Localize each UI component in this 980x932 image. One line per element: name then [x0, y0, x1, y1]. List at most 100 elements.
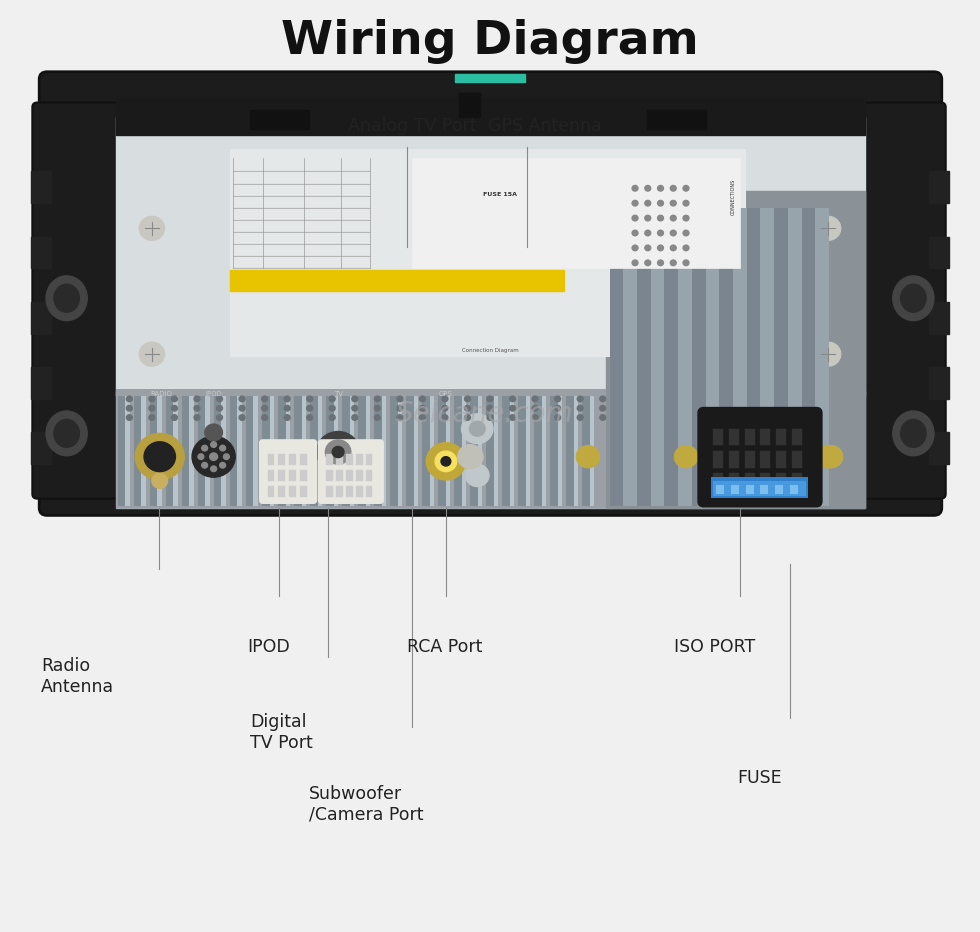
Bar: [268, 470, 274, 481]
Circle shape: [645, 230, 651, 236]
Bar: [310, 396, 318, 506]
Ellipse shape: [54, 419, 79, 447]
Circle shape: [307, 405, 313, 411]
Text: Radio
Antenna: Radio Antenna: [41, 657, 115, 696]
Circle shape: [465, 405, 470, 411]
Circle shape: [307, 415, 313, 420]
Bar: [116, 98, 865, 135]
Bar: [502, 396, 510, 506]
Circle shape: [670, 200, 676, 206]
Circle shape: [555, 396, 561, 402]
Bar: [760, 485, 768, 494]
Circle shape: [135, 433, 184, 480]
Bar: [31, 237, 51, 268]
Bar: [366, 470, 372, 481]
Circle shape: [284, 396, 290, 402]
Circle shape: [220, 445, 225, 451]
Bar: [462, 396, 466, 506]
Circle shape: [332, 446, 344, 458]
Circle shape: [126, 415, 132, 420]
Text: Analog TV Port: Analog TV Port: [348, 117, 476, 135]
Circle shape: [600, 396, 606, 402]
Bar: [745, 429, 755, 445]
Bar: [733, 208, 747, 506]
Bar: [31, 367, 51, 399]
Circle shape: [510, 405, 515, 411]
Bar: [525, 396, 530, 506]
Bar: [300, 454, 307, 465]
Bar: [745, 473, 755, 490]
Bar: [802, 208, 815, 506]
Circle shape: [211, 466, 217, 472]
Circle shape: [149, 396, 155, 402]
Text: FUSE 15A: FUSE 15A: [483, 192, 516, 197]
Bar: [774, 208, 788, 506]
Bar: [326, 454, 333, 465]
Bar: [326, 486, 333, 497]
Circle shape: [205, 424, 222, 441]
Bar: [760, 473, 770, 490]
Circle shape: [683, 260, 689, 266]
Circle shape: [442, 405, 448, 411]
Circle shape: [419, 396, 425, 402]
Circle shape: [194, 405, 200, 411]
Ellipse shape: [46, 411, 87, 456]
Bar: [678, 208, 692, 506]
Bar: [346, 470, 353, 481]
Text: ISO PORT: ISO PORT: [674, 638, 756, 656]
Circle shape: [419, 405, 425, 411]
Bar: [373, 396, 381, 506]
Bar: [150, 396, 158, 506]
Bar: [455, 74, 525, 82]
Bar: [573, 396, 578, 506]
Bar: [406, 396, 414, 506]
Circle shape: [658, 245, 663, 251]
Circle shape: [211, 442, 217, 447]
Bar: [606, 191, 865, 508]
Circle shape: [317, 432, 360, 473]
Text: Connection Diagram: Connection Diagram: [462, 349, 518, 353]
Bar: [116, 391, 865, 508]
Bar: [664, 208, 678, 506]
Circle shape: [670, 215, 676, 221]
Bar: [390, 396, 398, 506]
FancyBboxPatch shape: [32, 103, 130, 499]
Text: IPOD: IPOD: [247, 638, 290, 656]
Bar: [230, 270, 564, 291]
Circle shape: [220, 462, 225, 468]
Bar: [336, 470, 343, 481]
Bar: [412, 158, 740, 268]
Bar: [542, 396, 546, 506]
Circle shape: [172, 405, 177, 411]
Circle shape: [577, 415, 583, 420]
Bar: [166, 396, 173, 506]
Bar: [790, 485, 798, 494]
Bar: [229, 396, 237, 506]
Bar: [342, 396, 350, 506]
Bar: [713, 473, 723, 490]
Bar: [719, 208, 733, 506]
Circle shape: [816, 445, 840, 468]
Bar: [31, 302, 51, 334]
Circle shape: [239, 415, 245, 420]
Text: RADIO: RADIO: [151, 391, 172, 397]
Bar: [250, 110, 309, 129]
Bar: [731, 485, 739, 494]
Circle shape: [683, 230, 689, 236]
Bar: [421, 396, 429, 506]
Circle shape: [510, 415, 515, 420]
Bar: [366, 454, 372, 465]
Circle shape: [683, 245, 689, 251]
Circle shape: [202, 445, 208, 451]
Circle shape: [352, 405, 358, 411]
Circle shape: [352, 415, 358, 420]
Circle shape: [442, 396, 448, 402]
Circle shape: [210, 453, 218, 460]
Bar: [270, 396, 274, 506]
Bar: [300, 486, 307, 497]
Bar: [558, 396, 563, 506]
Text: Digital
TV Port: Digital TV Port: [250, 713, 313, 752]
Circle shape: [469, 421, 485, 436]
Bar: [221, 396, 226, 506]
Bar: [358, 396, 366, 506]
